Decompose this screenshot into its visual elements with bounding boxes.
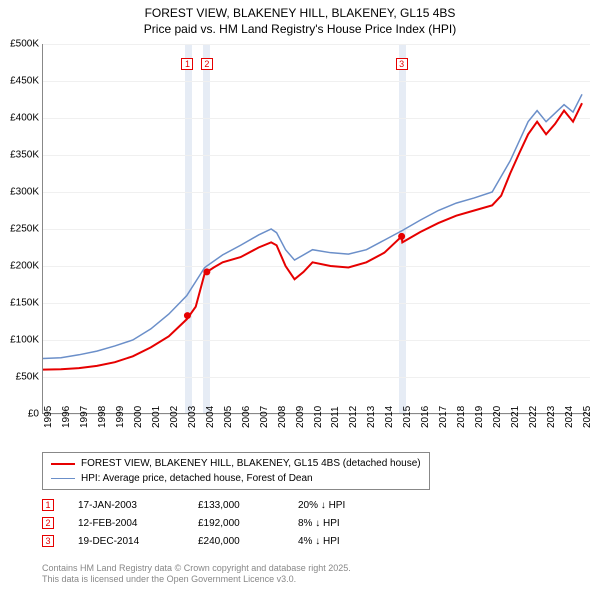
y-tick-label: £100K	[1, 335, 39, 346]
legend-swatch	[51, 463, 75, 465]
y-tick-label: £50K	[1, 372, 39, 383]
sale-marker-2: 2	[201, 58, 213, 70]
y-tick-label: £150K	[1, 298, 39, 309]
sale-marker-3: 3	[396, 58, 408, 70]
chart-lines	[43, 44, 590, 413]
footer-line-2: This data is licensed under the Open Gov…	[42, 574, 351, 586]
sale-table: 1 17-JAN-2003£133,00020% ↓ HPI 2 12-FEB-200…	[42, 496, 398, 550]
y-tick-label: £450K	[1, 76, 39, 87]
legend-label: HPI: Average price, detached house, Fore…	[81, 471, 313, 486]
sale-price: £192,000	[198, 518, 298, 529]
y-tick-label: £200K	[1, 261, 39, 272]
legend-swatch	[51, 478, 75, 479]
series-hpi	[43, 94, 582, 358]
legend-row: HPI: Average price, detached house, Fore…	[51, 471, 421, 486]
sale-diff: 20% ↓ HPI	[298, 500, 398, 511]
y-tick-label: £400K	[1, 113, 39, 124]
attribution-footer: Contains HM Land Registry data © Crown c…	[42, 563, 351, 586]
title-line-1: FOREST VIEW, BLAKENEY HILL, BLAKENEY, GL…	[0, 6, 600, 22]
sale-price: £133,000	[198, 500, 298, 511]
sale-price: £240,000	[198, 536, 298, 547]
sale-row: 1 17-JAN-2003£133,00020% ↓ HPI	[42, 496, 398, 514]
legend-row: FOREST VIEW, BLAKENEY HILL, BLAKENEY, GL…	[51, 456, 421, 471]
sale-row-marker: 1	[42, 499, 54, 511]
chart-plot-area: £0£50K£100K£150K£200K£250K£300K£350K£400…	[42, 44, 590, 414]
y-tick-label: £500K	[1, 39, 39, 50]
footer-line-1: Contains HM Land Registry data © Crown c…	[42, 563, 351, 575]
y-tick-label: £350K	[1, 150, 39, 161]
chart-title: FOREST VIEW, BLAKENEY HILL, BLAKENEY, GL…	[0, 0, 600, 37]
sale-diff: 8% ↓ HPI	[298, 518, 398, 529]
sale-date: 19-DEC-2014	[78, 536, 198, 547]
sale-dot	[203, 268, 210, 275]
sale-row-marker: 2	[42, 517, 54, 529]
sale-dot	[398, 233, 405, 240]
sale-diff: 4% ↓ HPI	[298, 536, 398, 547]
sale-row: 3 19-DEC-2014£240,0004% ↓ HPI	[42, 532, 398, 550]
legend: FOREST VIEW, BLAKENEY HILL, BLAKENEY, GL…	[42, 452, 430, 490]
legend-label: FOREST VIEW, BLAKENEY HILL, BLAKENEY, GL…	[81, 456, 421, 471]
sale-date: 17-JAN-2003	[78, 500, 198, 511]
title-line-2: Price paid vs. HM Land Registry's House …	[0, 22, 600, 38]
sale-row: 2 12-FEB-2004£192,0008% ↓ HPI	[42, 514, 398, 532]
y-tick-label: £300K	[1, 187, 39, 198]
y-tick-label: £250K	[1, 224, 39, 235]
sale-dot	[184, 312, 191, 319]
sale-date: 12-FEB-2004	[78, 518, 198, 529]
sale-row-marker: 3	[42, 535, 54, 547]
sale-marker-1: 1	[181, 58, 193, 70]
series-property	[43, 103, 582, 369]
y-tick-label: £0	[1, 409, 39, 420]
